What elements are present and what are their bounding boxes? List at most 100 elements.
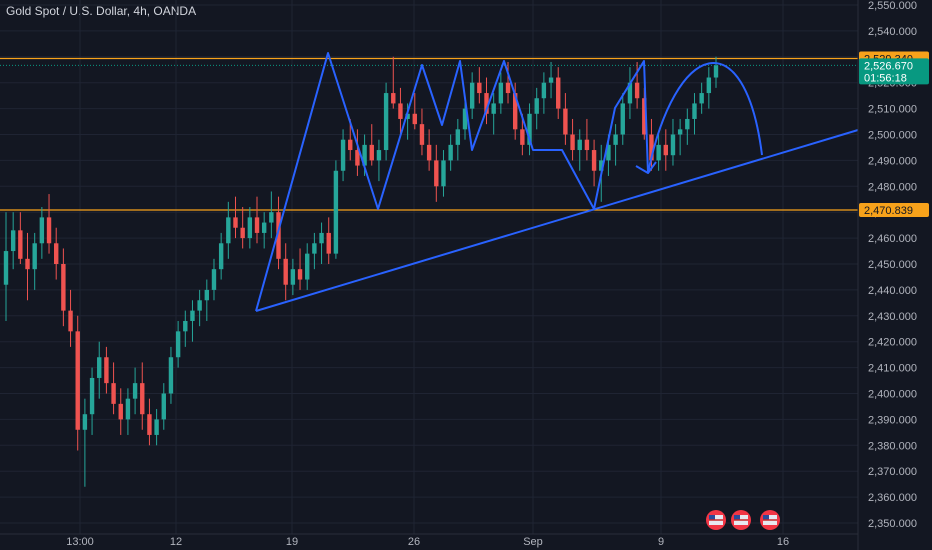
y-tick-label: 2,460.000 [868, 233, 917, 245]
candle [699, 82, 704, 114]
candle-body [520, 129, 525, 145]
candle-body [634, 82, 640, 99]
candle [211, 258, 217, 301]
x-tick-label: 13:00 [66, 536, 94, 548]
candle-body [348, 139, 353, 151]
candle-body [312, 243, 317, 254]
countdown-text: 01:56:18 [864, 72, 907, 84]
candle-body [642, 98, 647, 135]
x-tick-label: 19 [286, 536, 298, 548]
candle [527, 103, 532, 156]
candle-body [25, 258, 30, 270]
y-tick-label: 2,410.000 [868, 363, 917, 375]
candle [441, 150, 446, 197]
candle-body [305, 253, 310, 280]
us-flag-event-2[interactable] [731, 510, 751, 530]
candle [10, 212, 16, 270]
ascending-trendline [255, 129, 859, 312]
time-axis[interactable]: 13:00 12 19 26 Sep 9 16 [0, 533, 858, 548]
candle [677, 118, 683, 156]
candle-body [326, 232, 331, 254]
candle-body [183, 320, 188, 332]
event-markers[interactable] [706, 510, 780, 530]
us-flag-event-1[interactable] [706, 510, 726, 530]
candle-body [685, 118, 690, 130]
candle-body [548, 77, 554, 83]
candle-body [269, 212, 274, 223]
candle [634, 61, 640, 109]
candle [261, 212, 267, 249]
y-tick-label: 2,430.000 [868, 311, 917, 323]
candle-body [240, 227, 245, 239]
candle [18, 212, 23, 264]
candle-body [168, 357, 174, 394]
candle-body [233, 217, 238, 228]
candle-body [419, 124, 425, 145]
candle [190, 300, 195, 342]
candle [111, 362, 116, 415]
candle [448, 134, 453, 171]
candle [118, 388, 123, 435]
candle-body [469, 82, 475, 109]
candle-body [211, 269, 217, 290]
candle-body [713, 65, 719, 78]
candle-body [68, 310, 73, 332]
candle [548, 61, 554, 99]
candle [326, 217, 331, 264]
flag-canton [734, 515, 740, 520]
candle [154, 409, 159, 446]
candle [383, 82, 389, 161]
candle-body [3, 251, 9, 285]
candle [197, 289, 202, 327]
flag-canton [763, 515, 769, 520]
us-flag-event-3[interactable] [760, 510, 780, 530]
candlesticks [3, 56, 719, 487]
candle-body [699, 93, 704, 104]
candle [3, 212, 9, 321]
x-tick-label: 16 [777, 536, 789, 548]
candle [25, 232, 30, 301]
candle [46, 194, 52, 254]
candle [355, 129, 360, 176]
candle-body [197, 300, 202, 311]
candle-body [584, 139, 590, 151]
candle [140, 362, 145, 430]
candle-body [405, 113, 410, 119]
candle [477, 67, 482, 104]
candle-body [18, 230, 23, 259]
candle [563, 93, 568, 145]
candle-body [426, 144, 432, 161]
candle [369, 124, 374, 166]
candle [254, 196, 260, 244]
candle-body [319, 232, 324, 244]
candle [419, 108, 425, 156]
x-tick-label: Sep [523, 536, 543, 548]
candle-body [369, 144, 374, 161]
candle-body [441, 160, 446, 187]
candle-body [290, 269, 296, 285]
y-tick-label: 2,400.000 [868, 389, 917, 401]
candle [556, 67, 561, 119]
y-tick-label: 2,440.000 [868, 285, 917, 297]
candle-body [190, 310, 195, 321]
candle-body [398, 103, 403, 119]
candle [183, 310, 188, 347]
candle [175, 320, 181, 368]
candle-body [613, 134, 618, 145]
candle [305, 243, 310, 290]
candle [204, 279, 210, 321]
candle-body [527, 113, 532, 145]
candle [125, 388, 131, 435]
candle [290, 258, 296, 296]
candle [68, 289, 73, 347]
candle-body [104, 357, 109, 384]
candle [656, 134, 661, 171]
candle-body [204, 289, 210, 301]
candle-body [111, 383, 116, 404]
candle-body [32, 243, 37, 270]
candle-body [448, 144, 453, 161]
candle-body [61, 264, 66, 311]
candle [132, 367, 138, 415]
